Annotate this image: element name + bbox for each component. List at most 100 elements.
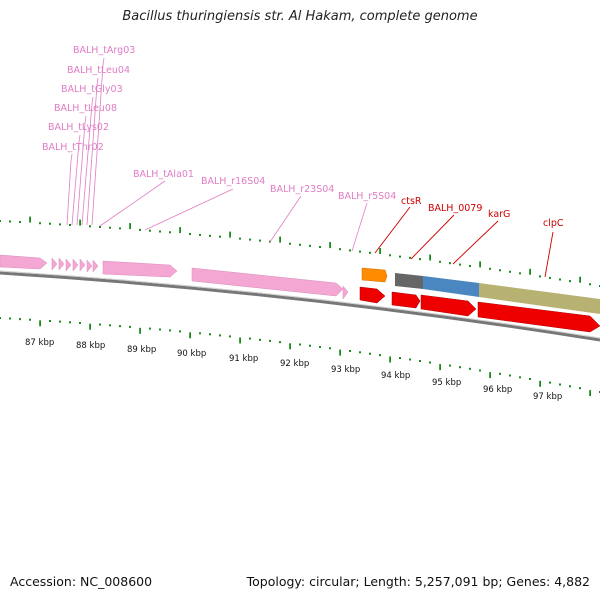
minor-tick [519,376,521,379]
major-tick [439,364,441,371]
minor-tick [539,275,541,278]
minor-tick [509,374,511,377]
minor-tick [409,358,411,361]
minor-tick [159,230,161,233]
trna-feature [79,258,86,272]
minor-tick [309,244,311,247]
minor-tick [109,226,111,229]
feature-label: clpC [543,218,564,229]
minor-tick [69,321,71,324]
major-tick [289,343,291,350]
rrna-feature [342,285,349,300]
major-tick [529,268,531,275]
minor-tick [109,324,111,327]
minor-tick [519,272,521,275]
kbp-label: 93 kbp [331,365,360,375]
kbp-label: 92 kbp [280,359,309,369]
genome-summary-text: Topology: circular; Length: 5,257,091 bp… [246,574,590,589]
minor-tick [129,325,131,328]
kbp-label-group: 87 kbp 88 kbp 89 kbp 90 kbp 91 kbp 92 kb… [25,338,562,402]
kbp-label: 87 kbp [25,338,54,348]
minor-tick [359,250,361,253]
major-tick [189,332,191,339]
minor-tick [579,387,581,390]
gene-feature-grey [395,273,423,289]
rna-feature [0,254,48,270]
kbp-label: 94 kbp [381,371,410,381]
accession-text: Accession: NC_008600 [10,574,153,589]
minor-tick [9,220,11,223]
major-tick [229,231,231,238]
minor-tick [209,333,211,336]
minor-tick [239,237,241,240]
minor-tick [149,229,151,232]
minor-tick [199,233,201,236]
feature-label: BALH_0079 [428,203,482,214]
minor-tick [49,320,51,322]
minor-tick [149,327,151,330]
minor-tick [549,381,551,384]
genome-backbone [0,271,600,342]
feature-label: karG [488,209,510,220]
major-tick [129,223,131,230]
minor-tick [469,265,471,267]
feature-label: BALH_tArg03 [73,45,135,56]
minor-tick [89,225,91,228]
major-tick [29,216,31,223]
minor-tick [59,223,61,226]
major-tick [429,254,431,261]
minor-tick [299,243,301,246]
minor-tick [229,335,231,338]
minor-tick [279,341,281,344]
minor-tick [379,354,381,357]
minor-tick [549,276,551,279]
minor-tick [39,222,41,225]
minor-tick [209,234,211,237]
minor-tick [559,278,561,281]
major-tick [479,261,481,268]
minor-tick [509,270,511,273]
kbp-label: 96 kbp [483,385,512,395]
minor-tick [459,366,461,369]
cds-feature [391,291,421,309]
major-tick [329,242,331,249]
trna-feature [51,257,58,271]
outer-tick-track [0,216,600,287]
major-tick [589,390,591,397]
minor-tick [259,338,261,341]
cds-feature [477,301,600,333]
minor-tick [289,242,291,245]
minor-tick [119,227,121,230]
minor-tick [559,383,561,386]
minor-tick [589,283,591,286]
minor-tick [219,334,221,337]
rrna-feature [191,267,344,297]
minor-tick [389,254,391,257]
minor-tick [169,231,171,234]
major-tick [339,349,341,356]
pink-leader-lines [66,57,368,252]
major-tick [89,323,91,330]
major-tick [389,356,391,363]
minor-tick [569,385,571,388]
minor-tick [479,369,481,372]
kbp-label: 89 kbp [127,345,156,355]
major-tick [139,327,141,334]
minor-tick [169,329,171,332]
minor-tick [219,235,221,238]
feature-label: BALH_r16S04 [201,176,265,187]
kbp-label: 95 kbp [432,378,461,388]
trna-feature [72,258,79,272]
major-tick [279,236,281,243]
major-tick [489,372,491,379]
genome-backbone-highlight [0,270,600,339]
minor-tick [429,361,431,364]
minor-tick [99,323,101,326]
red-leader-lines [374,206,554,278]
minor-tick [369,352,371,355]
minor-tick [499,372,501,375]
minor-tick [369,251,371,254]
major-tick [579,276,581,283]
minor-tick [99,226,101,228]
